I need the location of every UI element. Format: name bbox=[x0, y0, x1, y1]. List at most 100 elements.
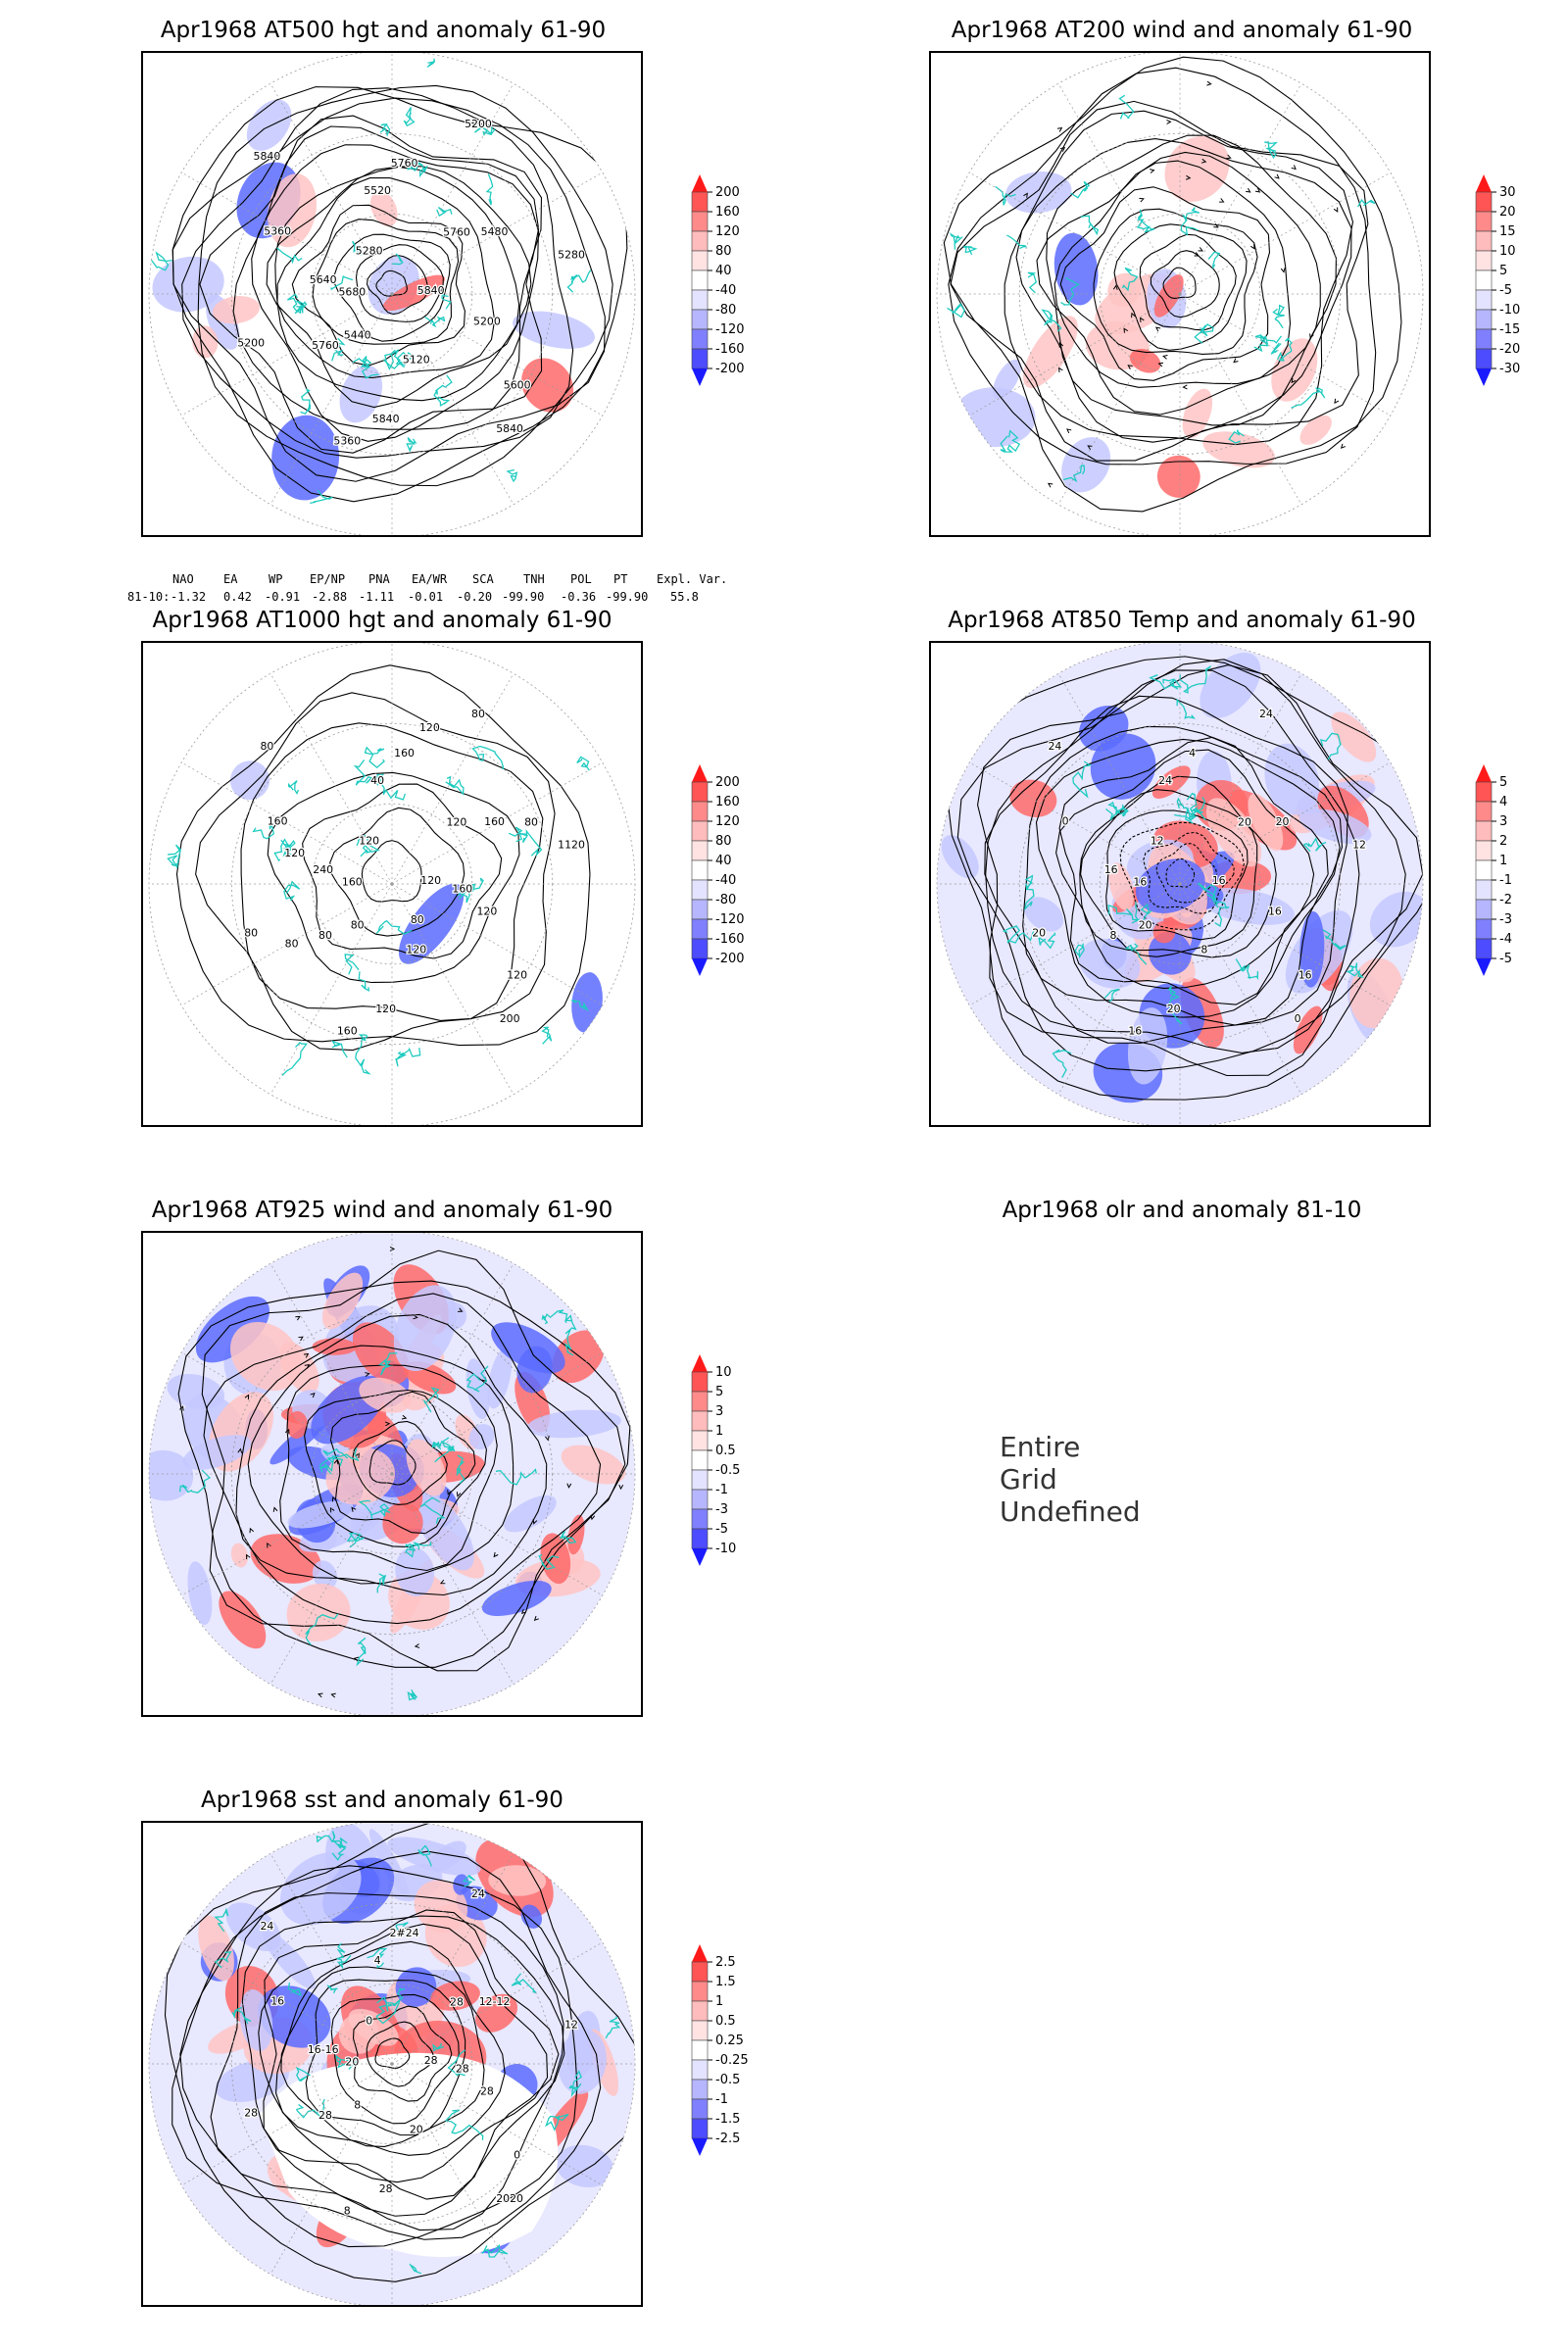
contour-label: 16 bbox=[1268, 906, 1282, 918]
colorbar-tick-label: 20 bbox=[1499, 205, 1516, 220]
colorbar-tick-label: 120 bbox=[715, 224, 740, 239]
anomaly-patch bbox=[387, 1837, 481, 1877]
contour-line bbox=[199, 115, 543, 454]
index-value-pol: -0.36 bbox=[561, 590, 597, 604]
coastline bbox=[1070, 180, 1091, 199]
coastline bbox=[422, 1387, 440, 1413]
streamline-arrow bbox=[1194, 252, 1200, 257]
streamline-arrow bbox=[1182, 384, 1188, 390]
contour-line bbox=[1105, 809, 1249, 941]
contour-line bbox=[1162, 267, 1197, 300]
contour-label: 120 bbox=[359, 835, 379, 848]
streamline-arrow bbox=[295, 1315, 301, 1321]
streamline-arrow bbox=[413, 1314, 418, 1320]
colorbar-tick-label: 120 bbox=[715, 814, 740, 829]
meridian-line bbox=[1057, 883, 1181, 1095]
contour-label: 4 bbox=[1189, 747, 1196, 760]
anomaly-patch bbox=[398, 883, 465, 964]
coastline bbox=[605, 2016, 621, 2039]
coastline bbox=[1136, 209, 1155, 233]
coastline bbox=[1027, 271, 1038, 294]
colorbar-tick-label: 1 bbox=[1499, 854, 1507, 868]
contour-label: 2#24 bbox=[390, 1927, 419, 1939]
coastline bbox=[395, 1922, 409, 1936]
anomaly-patch bbox=[1182, 388, 1213, 438]
coastline bbox=[466, 1365, 489, 1393]
colorbar-swatch bbox=[691, 289, 709, 311]
streamline-arrow bbox=[1127, 365, 1133, 369]
contour-label: 160 bbox=[268, 814, 288, 827]
colorbar-bottom-arrow bbox=[692, 2138, 708, 2156]
contour-label: 120 bbox=[507, 968, 527, 981]
colorbar-tick-label: -120 bbox=[715, 912, 745, 927]
anomaly-patch bbox=[1149, 931, 1192, 975]
anomaly-patch bbox=[229, 1321, 302, 1392]
contour-label: 5200 bbox=[473, 316, 501, 328]
contour-line bbox=[329, 1391, 476, 1535]
contour-line bbox=[329, 807, 466, 937]
colorbar-tick-label: 5 bbox=[1499, 775, 1507, 790]
coastline bbox=[541, 1309, 568, 1325]
contour-line bbox=[172, 1850, 602, 2240]
contour-line bbox=[1058, 736, 1329, 1005]
contour-label: 80 bbox=[285, 937, 299, 950]
index-value-epnp: -2.88 bbox=[312, 590, 348, 604]
coastline bbox=[1118, 94, 1135, 120]
colorbar-tick-label: 10 bbox=[1499, 244, 1516, 259]
index-header-pna: PNA bbox=[368, 572, 390, 586]
colorbar-swatch bbox=[1475, 859, 1493, 881]
colorbar-scale: 200 160 120 80 40 -40 -80 -120 -160 -200 bbox=[691, 764, 745, 976]
coastline bbox=[326, 1984, 338, 1993]
meridian-line bbox=[270, 293, 393, 505]
coastline bbox=[353, 760, 379, 786]
coastline bbox=[995, 185, 1016, 206]
contour-label: 16 bbox=[1104, 863, 1118, 876]
contour-line bbox=[274, 166, 532, 402]
meridian-line bbox=[391, 883, 514, 1095]
contour-line bbox=[232, 125, 540, 430]
contour-label: 80 bbox=[244, 927, 258, 940]
colorbar-swatch bbox=[691, 1449, 709, 1471]
colorbar-swatch bbox=[1475, 840, 1493, 861]
contour-label: 240 bbox=[313, 863, 333, 876]
contour-line bbox=[366, 255, 428, 316]
contour-label: 5200 bbox=[237, 337, 265, 350]
contour-label: 16-16 bbox=[308, 2043, 339, 2056]
colorbar-tick-label: -15 bbox=[1499, 322, 1520, 337]
streamline-arrow bbox=[330, 1692, 336, 1698]
contour-label: 12 bbox=[1352, 838, 1366, 851]
anomaly-patch bbox=[152, 256, 224, 313]
coastline bbox=[364, 746, 385, 769]
contour-line bbox=[1004, 110, 1354, 446]
coastline bbox=[346, 1533, 365, 1548]
streamline-arrow bbox=[1058, 367, 1063, 372]
index-row-label: 81-10: bbox=[127, 590, 171, 604]
coastline bbox=[1060, 276, 1080, 306]
streamline-arrow bbox=[310, 1392, 316, 1398]
colorbar-swatch bbox=[1475, 270, 1493, 291]
contour-line bbox=[1143, 831, 1235, 914]
coastline bbox=[1302, 837, 1327, 853]
anomaly-patch bbox=[370, 190, 398, 227]
anomaly-patch bbox=[415, 1492, 474, 1571]
coastline bbox=[231, 2006, 252, 2025]
contour-label: 12-12 bbox=[479, 1995, 511, 2008]
colorbar-swatch bbox=[691, 2020, 709, 2041]
contour-label: 5840 bbox=[417, 284, 445, 297]
anomaly-patch bbox=[487, 1348, 513, 1409]
map-frame bbox=[141, 1231, 643, 1717]
contour-label: 12 bbox=[1151, 835, 1164, 848]
index-value-pna: -1.11 bbox=[359, 590, 395, 604]
coastline bbox=[376, 1987, 406, 2012]
coastline bbox=[1319, 732, 1342, 760]
coastline bbox=[252, 821, 274, 840]
streamline-arrow bbox=[456, 1492, 462, 1497]
index-header-pol: POL bbox=[570, 572, 592, 586]
meridian-line bbox=[181, 883, 393, 1006]
colorbar-swatch bbox=[1475, 801, 1493, 822]
coastline bbox=[300, 388, 312, 415]
colorbar-scale: 10 5 3 1 0.5 -0.5 -1 -3 -5 -10 bbox=[691, 1354, 740, 1566]
coastline bbox=[352, 240, 363, 256]
colorbar: 30 20 15 10 5 -5 -10 -15 -20 -30 bbox=[1470, 172, 1539, 451]
hemisphere-boundary bbox=[936, 643, 1424, 1125]
